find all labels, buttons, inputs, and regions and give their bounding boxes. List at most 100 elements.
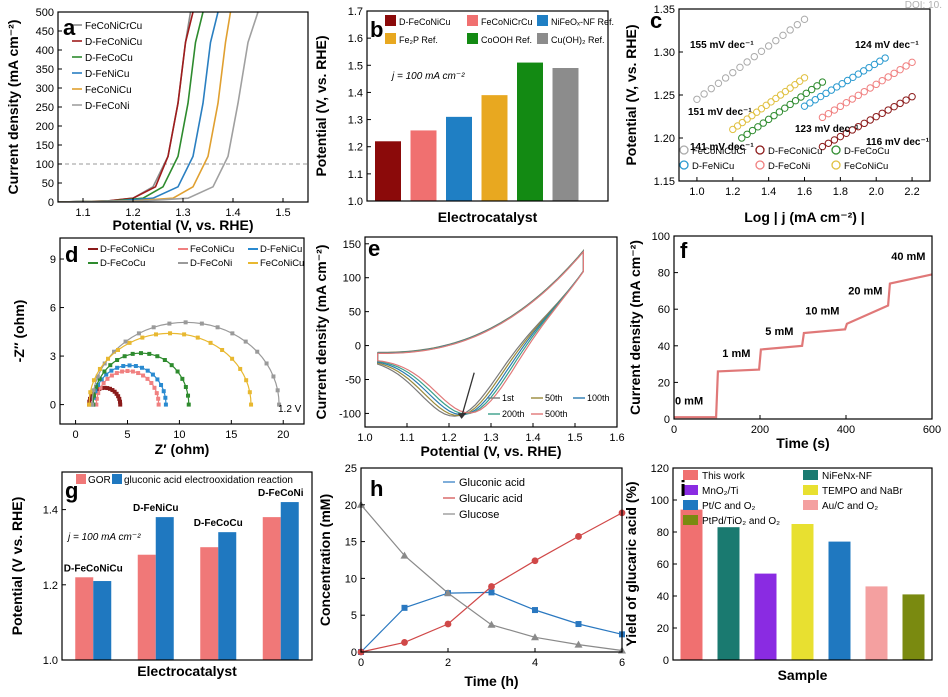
panel-c-data-point: [902, 62, 910, 70]
panel-c-data-point: [836, 132, 845, 141]
panel-c-legend-marker: [755, 160, 765, 170]
panel-f-xtick-label: 400: [837, 424, 855, 436]
panel-e-legend-label: 100th: [587, 393, 610, 403]
panel-c-xtick-label: 1.4: [761, 186, 776, 198]
panel-e-legend-label: 1st: [502, 393, 515, 403]
panel-d-data-point: [277, 402, 282, 407]
panel-i-legend-label: MnO₂/Ti: [702, 486, 738, 497]
panel-f-ylabel: Current density (mA cm⁻²): [627, 240, 643, 415]
panel-c-xtick-label: 1.2: [725, 186, 740, 198]
panel-c-data-point: [752, 108, 761, 116]
panel-d-data-point: [136, 331, 141, 336]
panel-d-data-point: [102, 369, 107, 374]
panel-b-xlabel: Electrocatalyst: [438, 209, 538, 225]
panel-c-xtick-label: 2.2: [904, 186, 919, 198]
panel-d-data-point: [230, 356, 235, 361]
panel-h-data-point: [400, 551, 409, 559]
panel-i-ytick-label: 100: [651, 495, 669, 507]
panel-d-data-point: [90, 402, 95, 407]
panel-c-data-point: [890, 69, 898, 78]
panel-c-data-point: [738, 118, 747, 127]
panel-h-data-point: [444, 589, 452, 597]
panel-d-data-point: [183, 384, 188, 389]
panel-d-data-point: [94, 384, 99, 389]
panel-e-ytick-label: 150: [343, 239, 361, 251]
panel-h-legend-label: Glucaric acid: [459, 493, 523, 505]
panel-d-data-point: [155, 377, 160, 382]
panel-d-data-point: [125, 369, 130, 374]
panel-f-xtick-label: 0: [671, 424, 677, 436]
panel-g-bar: [93, 581, 112, 660]
panel-b-ylabel: Potential (V, vs. RHE): [313, 35, 329, 176]
panel-c-data-point: [813, 82, 821, 90]
panel-d-data-point: [106, 356, 111, 361]
panel-d-data-point: [107, 386, 112, 391]
panel-d-data-point: [153, 332, 158, 337]
corner-doi-text: DOI: 10.: [904, 0, 942, 11]
panel-b-letter: b: [370, 17, 383, 42]
panel-h-data-point: [531, 557, 539, 565]
panel-d-data-point: [89, 394, 94, 399]
panel-h-ytick-label: 10: [345, 573, 357, 585]
panel-d-data-point: [159, 383, 164, 388]
panel-d-ytick-label: 0: [50, 400, 56, 412]
panel-d-xtick-label: 15: [225, 429, 237, 441]
panel-a-legend-label: D-FeCoCu: [85, 53, 133, 64]
panel-c-legend-marker: [831, 145, 841, 155]
panel-h-xlabel: Time (h): [464, 673, 518, 689]
panel-h-letter: h: [370, 476, 383, 501]
panel-d-legend-label: D-FeCoNi: [190, 258, 232, 269]
panel-c-legend-marker: [679, 160, 689, 170]
panel-d-data-point: [95, 374, 100, 379]
panel-g-legend-swatch: [76, 474, 86, 484]
panel-a-series-line: [58, 12, 232, 202]
panel-e-legend-label: 50th: [545, 393, 563, 403]
panel-c-data-point: [878, 109, 886, 118]
panel-c-data-point: [772, 94, 780, 103]
panel-d-data-point: [244, 378, 249, 383]
panel-d-data-point: [156, 396, 161, 401]
panel-d-data-point: [215, 325, 220, 330]
panel-g-bar: [75, 577, 94, 660]
panel-i-bar: [902, 594, 925, 660]
panel-h-data-point: [532, 607, 538, 614]
panel-b-legend-label: Fe₂P Ref.: [399, 35, 438, 45]
panel-d-data-point: [130, 369, 135, 374]
panel-e-series-line: [377, 250, 584, 414]
panel-a-legend-label: D-FeCoNiCu: [85, 37, 142, 48]
panel-h-xtick-label: 2: [445, 657, 451, 669]
panel-b-legend-swatch: [467, 33, 478, 44]
panel-b-ytick-label: 1.1: [348, 169, 363, 181]
panel-c-data-point: [743, 115, 751, 123]
panel-a-xlabel: Potential (V, vs. RHE): [112, 217, 253, 233]
panel-c-data-point: [781, 104, 789, 112]
panel-i-bar: [717, 527, 740, 660]
panel-h-series-line: [360, 504, 623, 652]
panel-d-data-point: [147, 351, 152, 356]
panel-a-ytick-label: 450: [36, 26, 54, 38]
panel-b-legend-swatch: [385, 33, 396, 44]
panel-c-data-point: [757, 105, 766, 113]
panel-f-ytick-label: 60: [658, 304, 670, 316]
panel-i-ytick-label: 120: [651, 463, 669, 475]
panel-i-legend-label: Au/C and O₂: [822, 501, 878, 512]
panel-c-data-point: [800, 74, 809, 82]
panel-d-xlabel: Z′ (ohm): [155, 441, 210, 457]
panel-b-legend-label: Cu(OH)₂ Ref.: [551, 35, 605, 45]
panel-f-ytick-label: 0: [664, 414, 670, 426]
panel-h-data-point: [575, 533, 582, 540]
panel-d-xtick-label: 5: [124, 429, 130, 441]
panel-c-data-point: [748, 126, 757, 135]
panel-f-frame: [673, 235, 933, 420]
panel-d-data-point: [91, 393, 96, 398]
panel-d-data-point: [136, 371, 141, 376]
panel-c-data-point: [693, 95, 701, 104]
panel-h-ytick-label: 5: [351, 610, 357, 622]
panel-e-xtick-label: 1.6: [609, 432, 624, 444]
panel-h-data-point: [575, 621, 582, 628]
panel-h-ylabel: Concentration (mM): [317, 494, 333, 626]
panel-c-slope-label: 124 mV dec⁻¹: [855, 40, 919, 51]
panel-d-data-point: [152, 385, 157, 390]
panel-c-legend-marker: [831, 160, 841, 170]
panel-d-xtick-label: 0: [73, 429, 79, 441]
